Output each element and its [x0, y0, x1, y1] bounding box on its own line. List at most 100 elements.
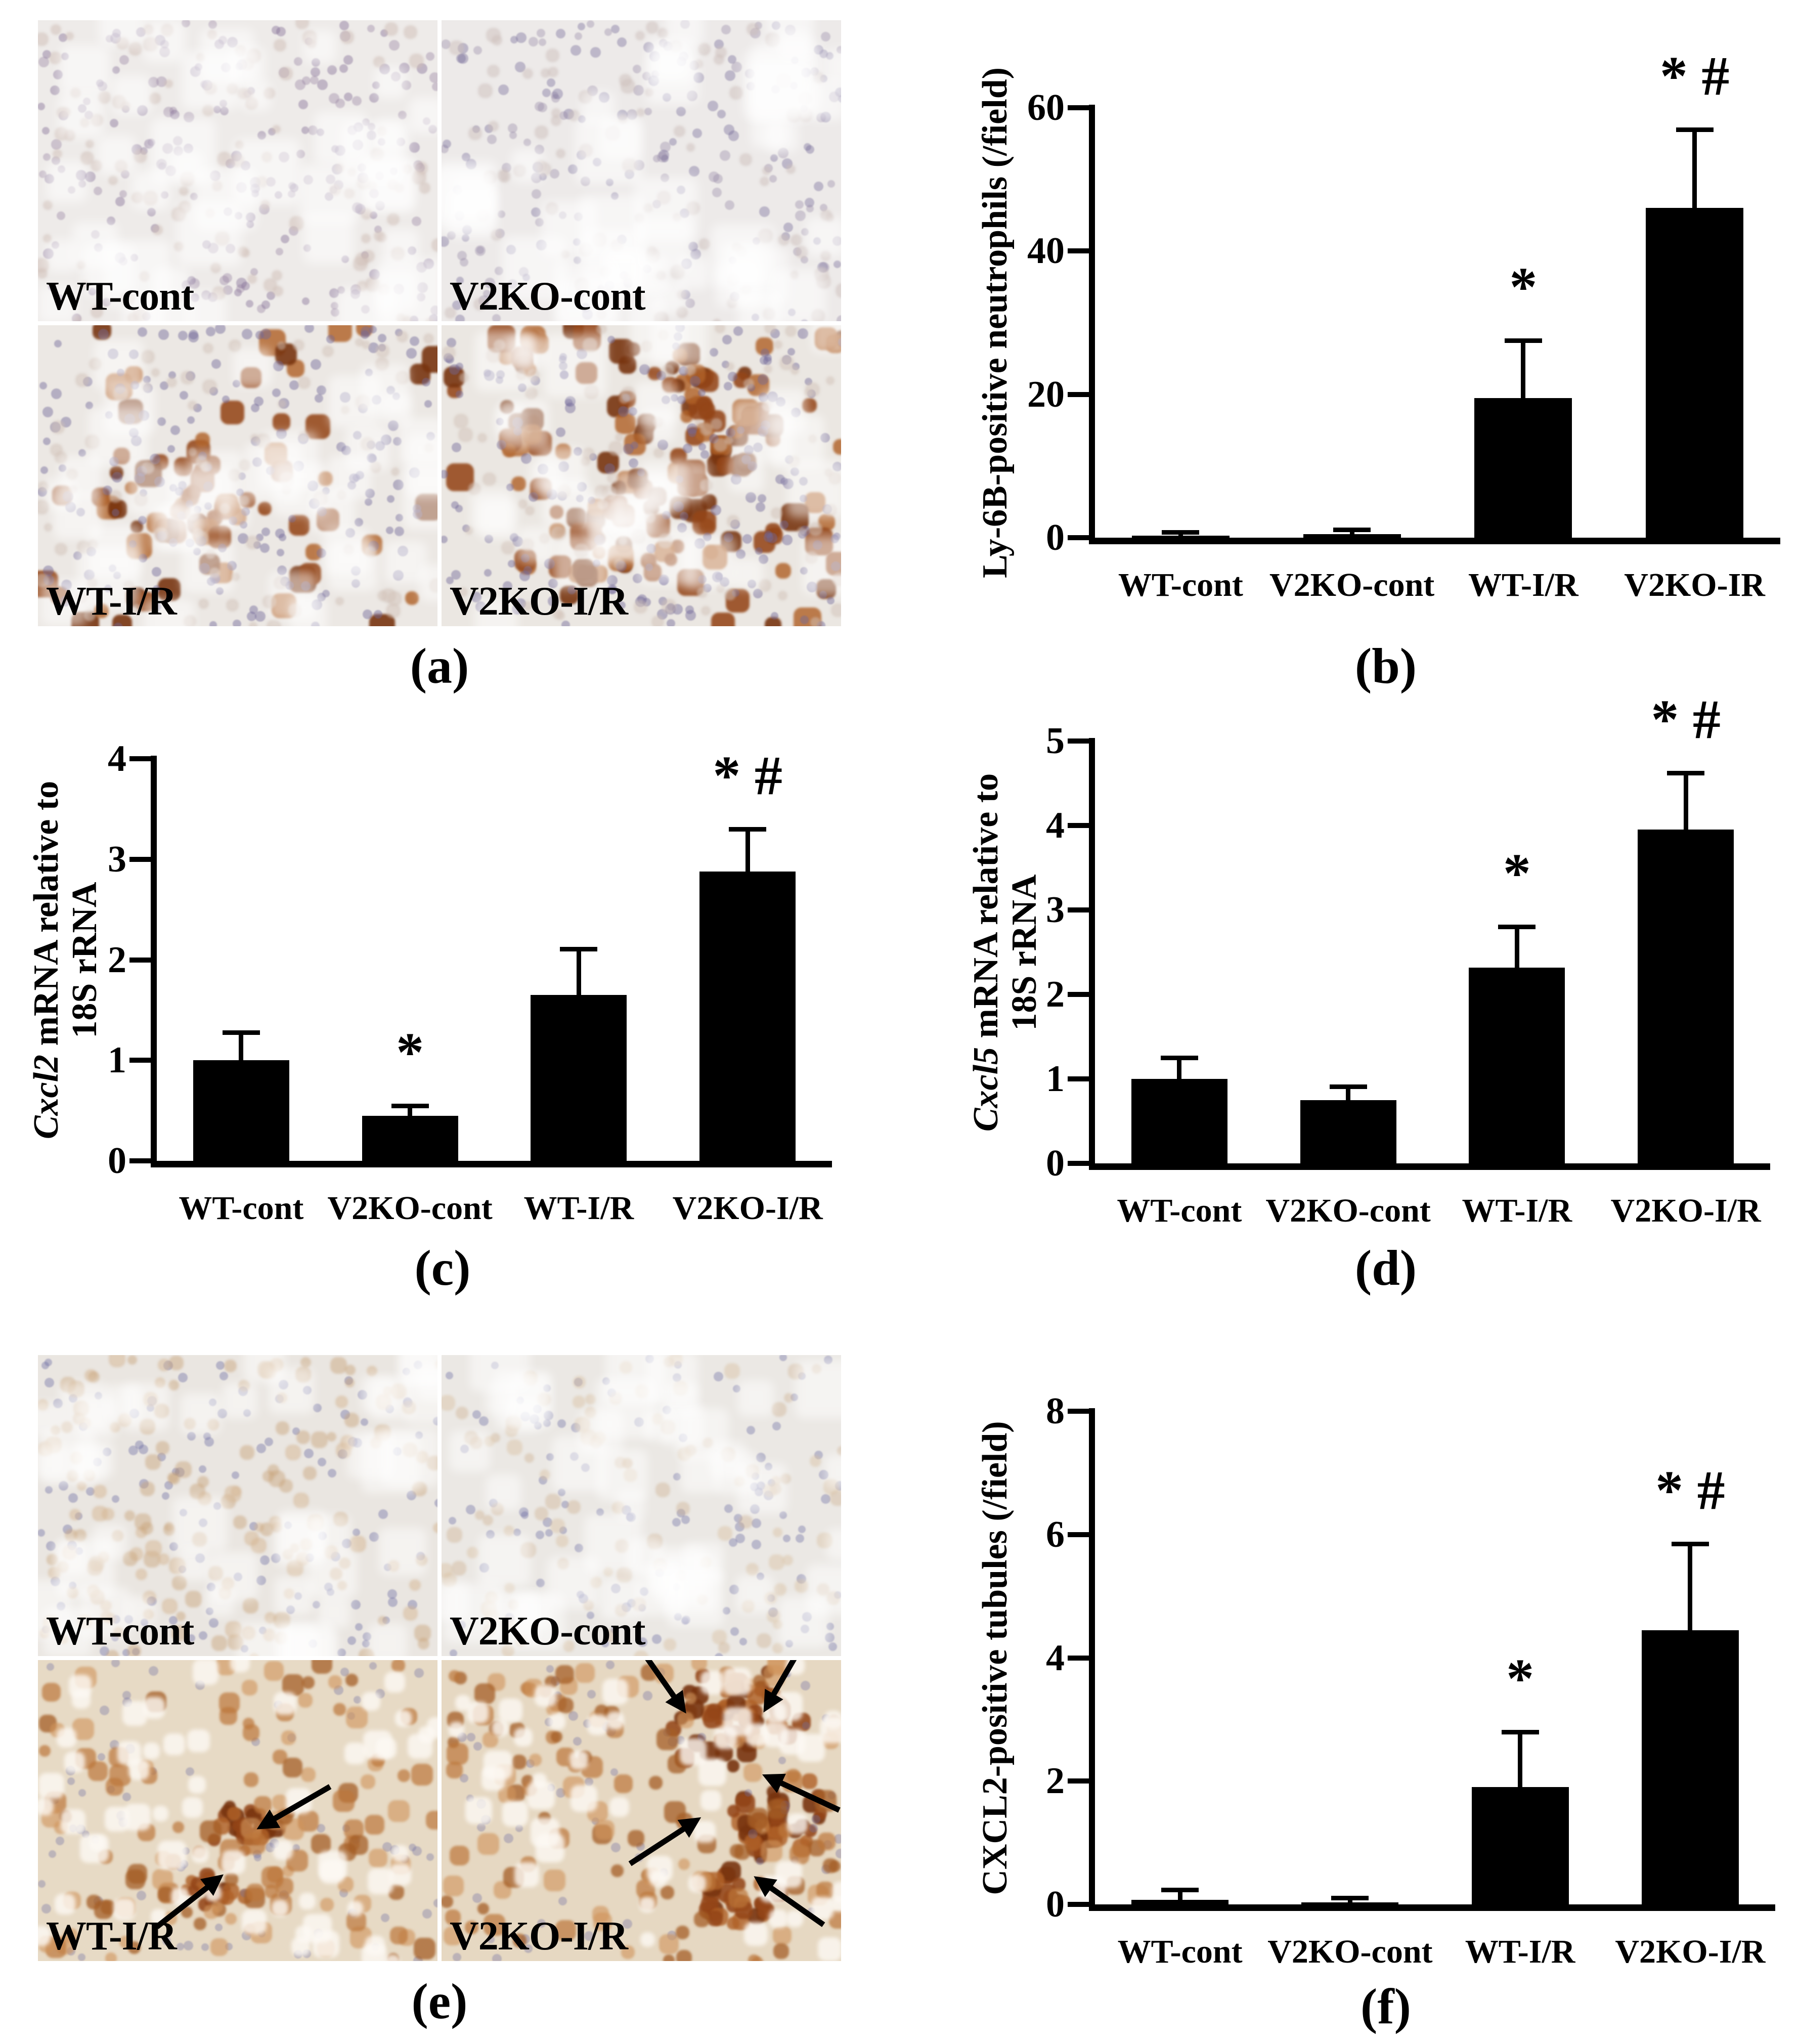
arrow-shaft [629, 1825, 687, 1866]
error-bar [1683, 773, 1688, 830]
error-cap [560, 946, 598, 951]
x-category-label: V2KO-cont [1265, 1192, 1431, 1229]
histology-image-a-v2ko-ir: V2KO-I/R [442, 325, 841, 626]
y-axis-label-text: Ly-6B-positive neutrophils (/field) [976, 67, 1015, 578]
error-cap [1667, 771, 1705, 776]
y-tick-label: 2 [1046, 1760, 1065, 1802]
error-cap [1160, 1056, 1198, 1061]
arrow-shaft [770, 1660, 809, 1697]
significance-label: * # [1651, 688, 1721, 751]
significance-label: * [1509, 256, 1538, 318]
y-tick-label: 2 [1046, 974, 1065, 1015]
histology-label: V2KO-cont [450, 274, 646, 319]
y-tick [1068, 105, 1090, 110]
x-category-label: V2KO-IR [1624, 567, 1765, 603]
bar [1131, 535, 1230, 538]
histology-label: WT-I/R [46, 1914, 177, 1959]
x-category-label: V2KO-cont [1269, 567, 1435, 603]
error-bar [1521, 340, 1526, 398]
y-axis-line [151, 756, 157, 1164]
tissue-texture [442, 20, 446, 25]
histology-image-e-wt-cont: WT-cont [38, 1355, 437, 1656]
error-cap [1329, 1084, 1367, 1090]
bar [362, 1115, 458, 1161]
tissue-texture [442, 325, 446, 330]
error-cap [222, 1030, 260, 1035]
bar [531, 995, 627, 1161]
histology-label: V2KO-cont [450, 1609, 646, 1654]
error-bar [576, 948, 581, 995]
arrow-icon [623, 1808, 708, 1873]
y-axis-label: 18S rRNA [1003, 573, 1046, 1332]
y-tick-label: 4 [1046, 805, 1065, 846]
bar [1471, 1787, 1569, 1904]
significance-label: * [396, 1021, 424, 1083]
panel-caption-b: (b) [1354, 638, 1417, 694]
x-category-label: WT-cont [179, 1190, 304, 1227]
y-tick-label: 1 [1046, 1058, 1065, 1100]
x-category-label: V2KO-cont [327, 1190, 493, 1227]
histology-label: V2KO-I/R [450, 1914, 628, 1959]
panel-caption-f: (f) [1361, 1978, 1411, 2034]
x-category-label: V2KO-I/R [672, 1190, 823, 1227]
error-cap [1676, 127, 1714, 132]
x-category-label: WT-I/R [1465, 1933, 1575, 1970]
y-tick [129, 957, 152, 963]
error-cap [1504, 338, 1542, 343]
y-tick-label: 60 [1027, 87, 1065, 128]
tissue-texture [38, 325, 42, 330]
histology-image-e-v2ko-ir: V2KO-I/R [442, 1660, 841, 1961]
error-cap [1333, 528, 1371, 533]
y-tick-label: 4 [108, 738, 126, 779]
error-cap [391, 1103, 429, 1108]
error-cap [1671, 1542, 1709, 1547]
y-tick [129, 856, 152, 862]
bar [1131, 1079, 1227, 1163]
arrow-head [678, 1808, 708, 1838]
histology-image-a-wt-ir: WT-I/R [38, 325, 437, 626]
error-cap [1498, 925, 1536, 930]
significance-label: * [1506, 1647, 1534, 1709]
histology-image-a-wt-cont: WT-cont [38, 20, 437, 321]
bar [1646, 208, 1744, 538]
significance-label: * [1503, 842, 1531, 904]
bar [1469, 967, 1565, 1163]
y-tick-label: 8 [1046, 1390, 1065, 1432]
y-tick-label: 0 [108, 1140, 126, 1182]
x-category-label: WT-I/R [523, 1190, 634, 1227]
gene-symbol-italic: Cxcl5 [967, 1047, 1005, 1132]
y-tick [1068, 248, 1090, 254]
error-bar [1514, 927, 1519, 968]
bar [1638, 830, 1734, 1163]
y-axis-line [1089, 105, 1095, 541]
y-tick-label: 1 [108, 1039, 126, 1081]
error-bar [1688, 1544, 1693, 1630]
y-axis-label-text: 18S rRNA [65, 881, 104, 1038]
x-axis-line [1089, 538, 1780, 544]
error-bar [408, 1105, 413, 1116]
arrow-icon [149, 1865, 231, 1936]
arrow-icon [628, 1660, 695, 1720]
tissue-texture [442, 1660, 446, 1665]
error-bar [1346, 1086, 1351, 1100]
x-axis-line [1089, 1904, 1775, 1911]
y-tick-label: 40 [1027, 230, 1065, 272]
y-axis-line [1089, 738, 1095, 1166]
panel-caption-d: (d) [1354, 1240, 1417, 1296]
error-bar [1692, 129, 1697, 208]
arrow-head [754, 1688, 784, 1718]
y-tick [1068, 907, 1090, 912]
error-cap [1331, 1895, 1369, 1900]
error-cap [729, 827, 767, 832]
gene-symbol-italic: Cxcl2 [27, 1054, 66, 1139]
histology-image-e-wt-ir: WT-I/R [38, 1660, 437, 1961]
error-bar [745, 829, 750, 872]
arrow-shaft [768, 1885, 825, 1927]
error-bar [1177, 1889, 1182, 1900]
y-tick-label: 0 [1046, 1884, 1065, 1925]
y-axis-label-text: 18S rRNA [1005, 874, 1044, 1031]
arrow-shaft [271, 1784, 331, 1822]
y-tick [1068, 992, 1090, 997]
y-tick [1068, 738, 1090, 744]
y-tick-label: 5 [1046, 720, 1065, 762]
